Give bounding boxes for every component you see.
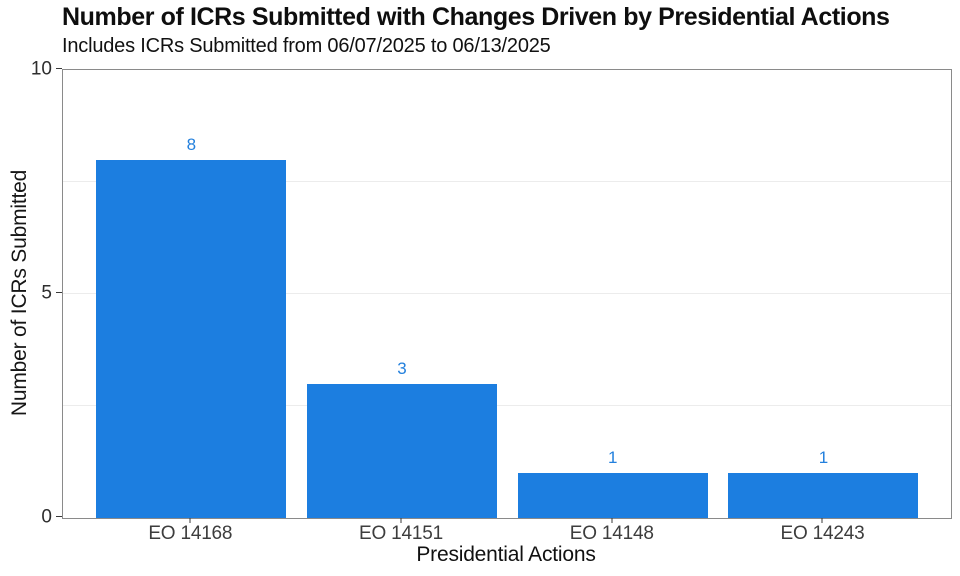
- gridline: [63, 181, 951, 182]
- x-axis: EO 14168 EO 14151 EO 14148 EO 14243: [62, 518, 950, 546]
- bar-eo-14243: [728, 473, 919, 518]
- bar-value-label: 1: [818, 448, 829, 468]
- chart-subtitle: Includes ICRs Submitted from 06/07/2025 …: [62, 35, 551, 57]
- bar-value-label: 8: [186, 134, 197, 154]
- y-axis: 0 5 10: [0, 60, 62, 527]
- chart-title: Number of ICRs Submitted with Changes Dr…: [62, 3, 890, 31]
- bar-eo-14151: [307, 383, 498, 518]
- x-tick-mark: [821, 518, 823, 523]
- y-tick-label: 0: [41, 506, 52, 528]
- x-axis-title: Presidential Actions: [416, 543, 596, 566]
- bar-value-label: 1: [608, 448, 618, 468]
- y-tick-mark: [56, 68, 62, 69]
- x-tick-mark: [611, 518, 613, 523]
- plot-area: 8 3 1 1: [62, 69, 952, 519]
- bar-value-label: 3: [397, 358, 407, 378]
- y-tick-mark: [56, 292, 62, 293]
- y-tick-label: 5: [41, 282, 52, 304]
- bar-eo-14168: [96, 159, 287, 518]
- x-tick-label: EO 14151: [359, 523, 444, 544]
- x-tick-label: EO 14168: [148, 523, 233, 544]
- x-tick-label: EO 14243: [780, 523, 865, 544]
- bar-eo-14148: [517, 473, 708, 518]
- gridline: [63, 293, 951, 294]
- gridline: [63, 405, 951, 406]
- y-tick-mark: [56, 516, 62, 517]
- x-tick-mark: [400, 518, 402, 523]
- x-tick-mark: [189, 518, 191, 523]
- y-tick-label: 10: [30, 58, 52, 80]
- x-tick-label: EO 14148: [569, 523, 654, 544]
